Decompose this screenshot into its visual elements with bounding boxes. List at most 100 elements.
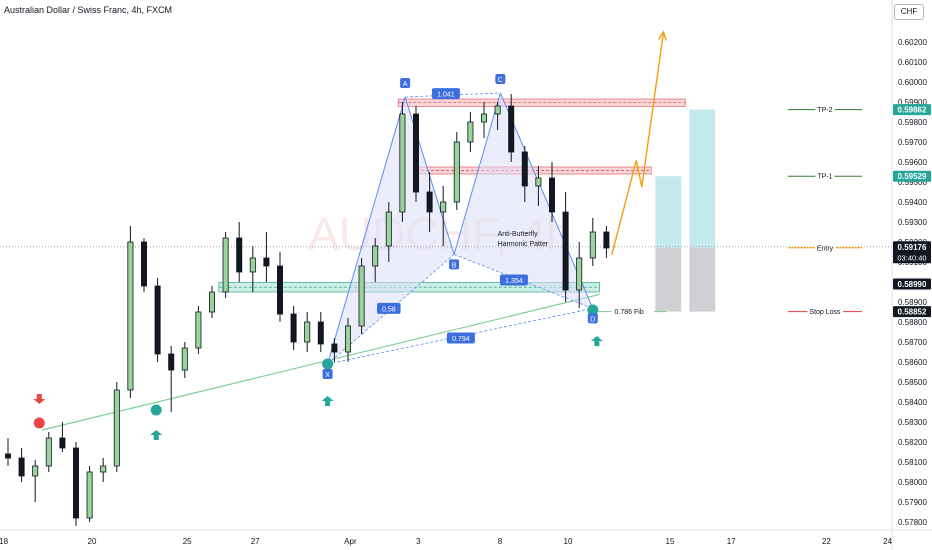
ratio-label: 1.041	[437, 92, 455, 99]
candle-up	[467, 121, 474, 143]
candle-up	[480, 113, 487, 123]
y-tick-label: 0.58700	[898, 338, 927, 347]
candle-up	[494, 105, 501, 115]
candle-down	[168, 353, 175, 371]
ratio-label: 0.794	[452, 336, 470, 343]
x-tick-label: 25	[183, 537, 192, 546]
price-tag-value: 0.59529	[898, 172, 927, 181]
point-label-C: C	[498, 77, 503, 84]
candle-up	[399, 113, 406, 213]
candle-down	[5, 453, 11, 459]
candle-up	[249, 257, 256, 273]
price-tag-value: 0.58852	[898, 308, 927, 317]
candle-up	[304, 321, 311, 343]
x-tick-label: 18	[0, 537, 9, 546]
buy-arrow-icon	[150, 430, 163, 440]
x-tick-label: 10	[564, 537, 573, 546]
candle-down	[18, 457, 25, 477]
candle-up	[181, 347, 188, 371]
price-tag	[893, 278, 931, 290]
pattern-leg	[453, 92, 501, 255]
x-tick-label: 15	[666, 537, 675, 546]
candle-up	[385, 211, 392, 247]
y-tick-label: 0.57800	[898, 518, 927, 527]
y-tick-label: 0.57900	[898, 498, 927, 507]
y-tick-label: 0.58200	[898, 438, 927, 447]
pivot-circle	[587, 304, 599, 316]
tp2-label: TP-2	[817, 107, 832, 114]
entry-label: Entry	[817, 245, 834, 252]
candle-up	[222, 237, 229, 293]
candle-up	[32, 465, 39, 477]
x-tick-label: 22	[822, 537, 831, 546]
x-tick-label: 20	[88, 537, 97, 546]
pivot-circle	[150, 404, 162, 416]
y-tick-label: 0.58600	[898, 358, 927, 367]
ratio-label: 1.354	[505, 278, 523, 285]
candle-down	[73, 447, 80, 519]
sell-arrow-icon	[33, 394, 46, 404]
price-tag	[893, 104, 931, 116]
y-tick-label: 0.59500	[898, 178, 927, 187]
ratio-label-bg	[499, 274, 528, 286]
tp1-label: TP-1	[817, 174, 832, 181]
entry-label-bg	[814, 244, 836, 254]
price-tag-countdown: 03:40:40	[897, 253, 926, 262]
candle-up	[208, 291, 215, 313]
y-tick-label: 0.58300	[898, 418, 927, 427]
ratio-label-bg	[446, 332, 475, 344]
candle-down	[508, 105, 515, 153]
candle-up	[195, 311, 202, 349]
y-tick-label: 0.59700	[898, 138, 927, 147]
candle-up	[535, 177, 542, 187]
pattern-name-line2: Harmonic Patter	[498, 241, 549, 248]
pivot-circle	[33, 417, 45, 429]
x-tick-label: 27	[251, 537, 260, 546]
price-tag-value: 0.59176	[898, 243, 927, 252]
y-tick-label: 0.58000	[898, 478, 927, 487]
candle-up	[344, 325, 351, 353]
symbol-title[interactable]: Australian Dollar / Swiss Franc, 4h, FXC…	[4, 5, 173, 15]
candle-down	[140, 241, 147, 287]
y-tick-label: 0.60200	[898, 38, 927, 47]
candle-up	[113, 389, 120, 467]
x-tick-label: 3	[416, 537, 421, 546]
candle-down	[603, 231, 610, 249]
candle-down	[412, 113, 419, 193]
point-label-D: D	[590, 316, 595, 323]
candle-down	[263, 257, 270, 267]
x-tick-label: 17	[727, 537, 736, 546]
y-tick-label: 0.58400	[898, 398, 927, 407]
tp2-label-bg	[815, 106, 835, 116]
candle-down	[331, 343, 338, 353]
ratio-label-bg	[431, 88, 460, 100]
candle-up	[589, 231, 596, 259]
candle-down	[562, 211, 569, 291]
candle-down	[426, 191, 433, 213]
pattern-triangle-bcd	[454, 93, 593, 309]
candle-down	[317, 321, 324, 345]
currency-button[interactable]: CHF	[894, 4, 924, 20]
candle-down	[290, 313, 297, 343]
point-label-bg	[495, 74, 506, 84]
candle-down	[276, 265, 283, 315]
candle-up	[576, 257, 583, 291]
candle-up	[100, 465, 107, 473]
pattern-leg	[327, 96, 406, 365]
tp1-label-bg	[815, 172, 835, 182]
price-tag-value: 0.59862	[898, 106, 927, 115]
sr-zone	[397, 98, 686, 107]
candle-up	[86, 471, 93, 519]
candle-up	[127, 241, 134, 391]
point-label-bg	[587, 313, 598, 324]
projection-arrowhead	[657, 30, 667, 41]
stop-loss-label: Stop Loss	[809, 309, 841, 316]
stop-loss-label-bg	[807, 308, 844, 318]
price-tag	[893, 170, 931, 182]
x-tick-label: Apr	[344, 537, 357, 546]
ratio-label: 0.58	[382, 306, 396, 313]
y-tick-label: 0.59800	[898, 118, 927, 127]
y-tick-label: 0.59600	[898, 158, 927, 167]
price-tag-value: 0.58990	[898, 280, 927, 289]
